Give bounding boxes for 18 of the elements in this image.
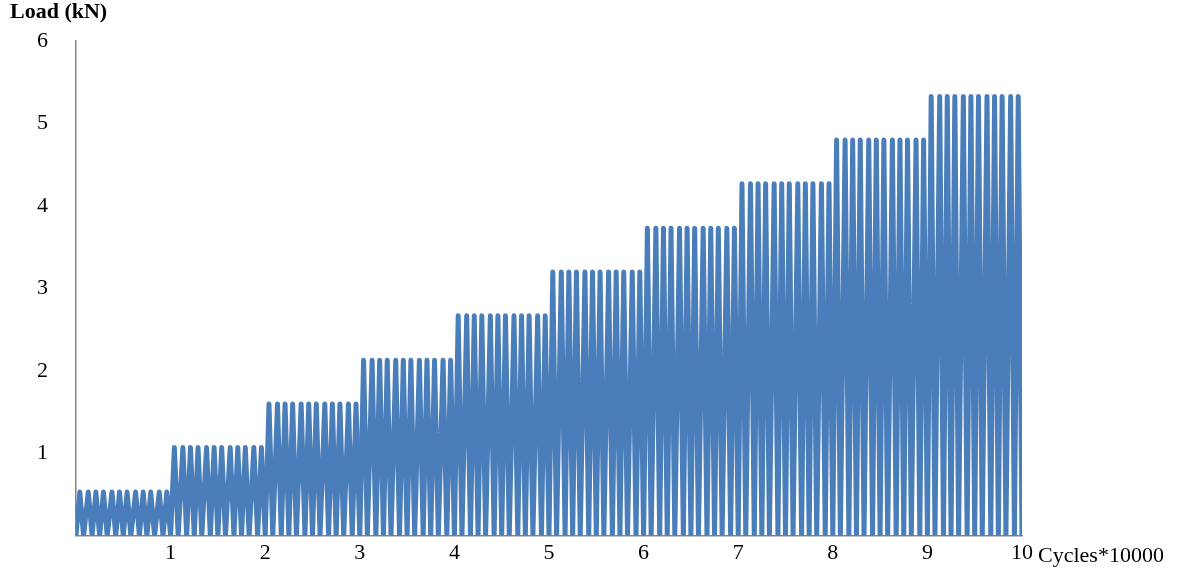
x-tick-label: 3 — [354, 538, 366, 564]
x-tick-label: 1 — [165, 538, 177, 564]
x-tick-label: 6 — [638, 538, 650, 564]
y-axis-title: Load (kN) — [10, 0, 108, 23]
y-tick-label: 6 — [37, 26, 48, 52]
y-tick-label: 5 — [37, 109, 48, 135]
x-tick-label: 4 — [448, 538, 460, 564]
y-tick-label: 4 — [37, 191, 48, 217]
y-tick-label: 1 — [37, 439, 48, 465]
x-tick-label: 2 — [259, 538, 271, 564]
x-tick-label: 9 — [921, 538, 933, 564]
x-tick-label: 7 — [732, 538, 744, 564]
x-tick-label: 10 — [1011, 538, 1033, 564]
x-tick-label: 8 — [827, 538, 839, 564]
y-tick-label: 2 — [37, 356, 48, 382]
x-tick-label: 5 — [543, 538, 555, 564]
y-tick-label: 3 — [37, 274, 48, 300]
x-axis-title: Cycles*10000 — [1038, 541, 1164, 567]
